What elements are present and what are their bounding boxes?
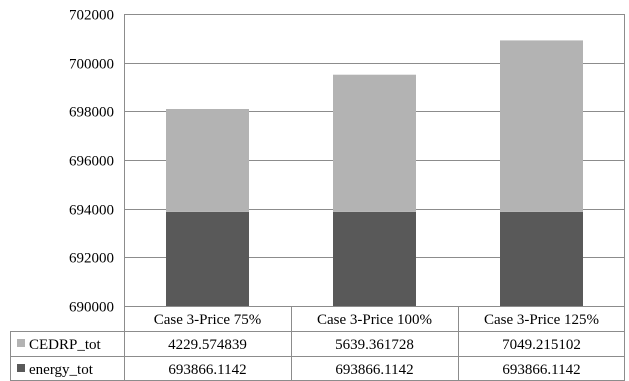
y-tick-label: 700000 (69, 57, 114, 73)
bar-energy_tot-2 (333, 211, 416, 306)
bar-CEDRP_tot-2 (333, 74, 416, 212)
y-tick-label: 698000 (69, 105, 114, 121)
table-value: 693866.1142 (335, 362, 413, 378)
y-axis-tick-labels: 690000 692000 694000 696000 698000 700000 7020… (69, 8, 114, 316)
category-label: Case 3-Price 125% (484, 312, 599, 328)
y-tick-label: 696000 (69, 154, 114, 170)
table-value: 693866.1142 (168, 362, 246, 378)
series-label-energy_tot: energy_tot (29, 362, 94, 378)
bars (166, 40, 583, 306)
table-value: 693866.1142 (502, 362, 580, 378)
bar-CEDRP_tot-1 (166, 109, 249, 212)
bar-energy_tot-1 (166, 211, 249, 306)
table-value: 5639.361728 (335, 337, 414, 353)
category-label: Case 3-Price 75% (154, 312, 261, 328)
y-tick-label: 694000 (69, 203, 114, 219)
category-label: Case 3-Price 100% (317, 312, 432, 328)
table-value: 7049.215102 (502, 337, 581, 353)
bar-energy_tot-3 (500, 211, 583, 306)
legend-key-energy_tot (17, 364, 25, 372)
y-tick-label: 692000 (69, 251, 114, 267)
bar-CEDRP_tot-3 (500, 40, 583, 212)
legend-key-CEDRP_tot (17, 339, 25, 347)
data-table: Case 3-Price 75% Case 3-Price 100% Case 3-… (10, 306, 625, 381)
y-tick-label: 690000 (69, 300, 114, 316)
y-tick-label: 702000 (69, 8, 114, 24)
series-label-CEDRP_tot: CEDRP_tot (29, 337, 102, 353)
table-value: 4229.574839 (168, 337, 247, 353)
